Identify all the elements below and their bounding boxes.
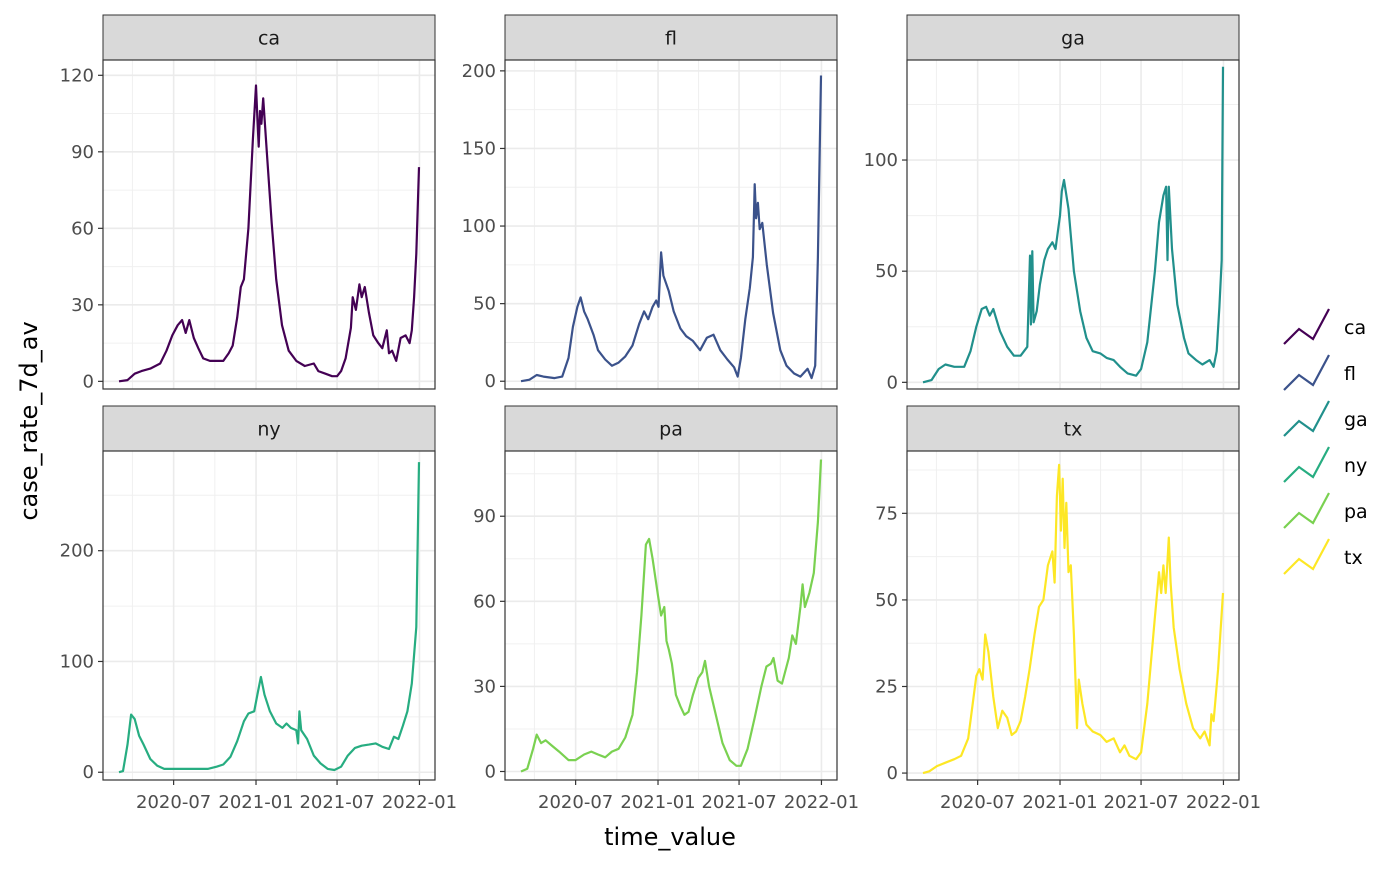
legend-label-pa: pa <box>1344 501 1368 523</box>
y-tick-label-ca: 90 <box>71 142 94 163</box>
x-tick-label-ny: 2020-07 <box>136 792 211 813</box>
y-tick-label-fl: 150 <box>462 138 496 159</box>
y-tick-label-ga: 100 <box>864 150 898 171</box>
panel-border-ga <box>906 59 1240 390</box>
panel-border-fl <box>504 59 838 390</box>
legend-label-ny: ny <box>1344 455 1367 477</box>
series-line-ny <box>118 462 421 774</box>
x-tick-label-ny: 2021-01 <box>218 792 293 813</box>
panel-ga: ga 0 50 100 <box>864 14 1240 393</box>
legend-item-pa: pa <box>1283 492 1368 529</box>
panel-pa: pa 0 30 60 90 2020-07 2021-01 2021-07 2022-01 <box>473 405 859 813</box>
y-tick-label-ca: 0 <box>83 371 94 392</box>
legend-key-tx <box>1283 538 1330 575</box>
x-axis-title: time_value <box>604 823 736 851</box>
strip-label-ca: ca <box>258 28 280 50</box>
panel-border-pa <box>504 450 838 781</box>
legend-item-ca: ca <box>1283 308 1366 345</box>
y-tick-label-ca: 30 <box>71 295 94 316</box>
legend-key-pa <box>1283 492 1330 529</box>
series-line-ga <box>922 66 1225 384</box>
y-tick-label-pa: 90 <box>473 506 496 527</box>
legend-item-fl: fl <box>1283 354 1356 391</box>
legend-label-tx: tx <box>1344 547 1363 569</box>
y-tick-label-tx: 75 <box>875 503 898 524</box>
panel-border-ca <box>102 59 436 390</box>
legend-label-fl: fl <box>1344 363 1356 385</box>
y-tick-label-tx: 50 <box>875 590 898 611</box>
y-tick-label-fl: 0 <box>485 371 496 392</box>
x-tick-label-tx: 2021-07 <box>1103 792 1178 813</box>
strip-ga <box>906 14 1240 61</box>
series-line-pa <box>520 459 823 773</box>
panel-ca: ca 0 30 60 90 120 <box>60 14 436 392</box>
x-tick-label-ny: 2022-01 <box>382 792 457 813</box>
panel-border-tx <box>906 450 1240 781</box>
legend-key-fl <box>1283 354 1330 391</box>
x-tick-label-pa: 2021-07 <box>701 792 776 813</box>
y-tick-label-ny: 100 <box>60 651 94 672</box>
y-tick-label-ny: 200 <box>60 541 94 562</box>
x-tick-label-pa: 2021-01 <box>620 792 695 813</box>
y-tick-label-ga: 50 <box>875 261 898 282</box>
panel-tx: tx 0 25 50 75 2020-07 2021-01 2021-07 2022-01 <box>875 405 1261 813</box>
legend-item-tx: tx <box>1283 538 1363 575</box>
y-tick-label-pa: 30 <box>473 676 496 697</box>
y-tick-label-tx: 25 <box>875 676 898 697</box>
strip-ca <box>102 14 436 61</box>
strip-label-ny: ny <box>257 419 280 441</box>
plot-area-fl <box>505 60 837 389</box>
panel-fl: fl 0 50 100 150 200 <box>462 14 838 392</box>
y-tick-label-ga: 0 <box>887 372 898 393</box>
legend-item-ny: ny <box>1283 446 1367 483</box>
series-line-fl <box>520 75 823 383</box>
panel-ny: ny 0 100 200 2020-07 2021-01 2021-07 2022-01 <box>60 405 457 813</box>
facet-panels: ca 0 30 60 90 120 fl 0 50 100 150 200 ga 0 50 100 ny 0 100… <box>60 14 1261 813</box>
x-tick-label-pa: 2022-01 <box>784 792 859 813</box>
y-tick-label-pa: 60 <box>473 591 496 612</box>
strip-tx <box>906 405 1240 452</box>
y-tick-label-ca: 60 <box>71 218 94 239</box>
y-axis-title: case_rate_7d_av <box>15 321 43 520</box>
y-tick-label-ca: 120 <box>60 65 94 86</box>
y-tick-label-fl: 100 <box>462 216 496 237</box>
legend-key-ga <box>1283 400 1330 437</box>
strip-label-tx: tx <box>1064 419 1083 441</box>
x-tick-label-pa: 2020-07 <box>538 792 613 813</box>
x-tick-label-tx: 2020-07 <box>940 792 1015 813</box>
x-tick-label-ny: 2021-07 <box>299 792 374 813</box>
y-tick-label-tx: 0 <box>887 763 898 784</box>
strip-pa <box>504 405 838 452</box>
legend-item-ga: ga <box>1283 400 1368 437</box>
plot-area-ga <box>907 60 1239 389</box>
legend-label-ga: ga <box>1344 409 1368 431</box>
plot-area-pa <box>505 451 837 780</box>
panel-border-ny <box>102 450 436 781</box>
legend-label-ca: ca <box>1344 317 1366 339</box>
legend-key-ca <box>1283 308 1330 345</box>
legend: ca fl ga ny pa tx <box>1283 308 1368 575</box>
strip-ny <box>102 405 436 452</box>
plot-area-ny <box>103 451 435 780</box>
plot-area-ca <box>103 60 435 389</box>
y-tick-label-pa: 0 <box>485 761 496 782</box>
y-tick-label-ny: 0 <box>83 762 94 783</box>
strip-label-fl: fl <box>665 28 677 50</box>
x-tick-label-tx: 2021-01 <box>1022 792 1097 813</box>
series-line-tx <box>922 463 1225 775</box>
x-tick-label-tx: 2022-01 <box>1186 792 1261 813</box>
series-line-ca <box>118 84 421 383</box>
strip-label-pa: pa <box>659 419 683 441</box>
legend-key-ny <box>1283 446 1330 483</box>
y-tick-label-fl: 200 <box>462 61 496 82</box>
strip-label-ga: ga <box>1061 28 1085 50</box>
y-tick-label-fl: 50 <box>473 294 496 315</box>
